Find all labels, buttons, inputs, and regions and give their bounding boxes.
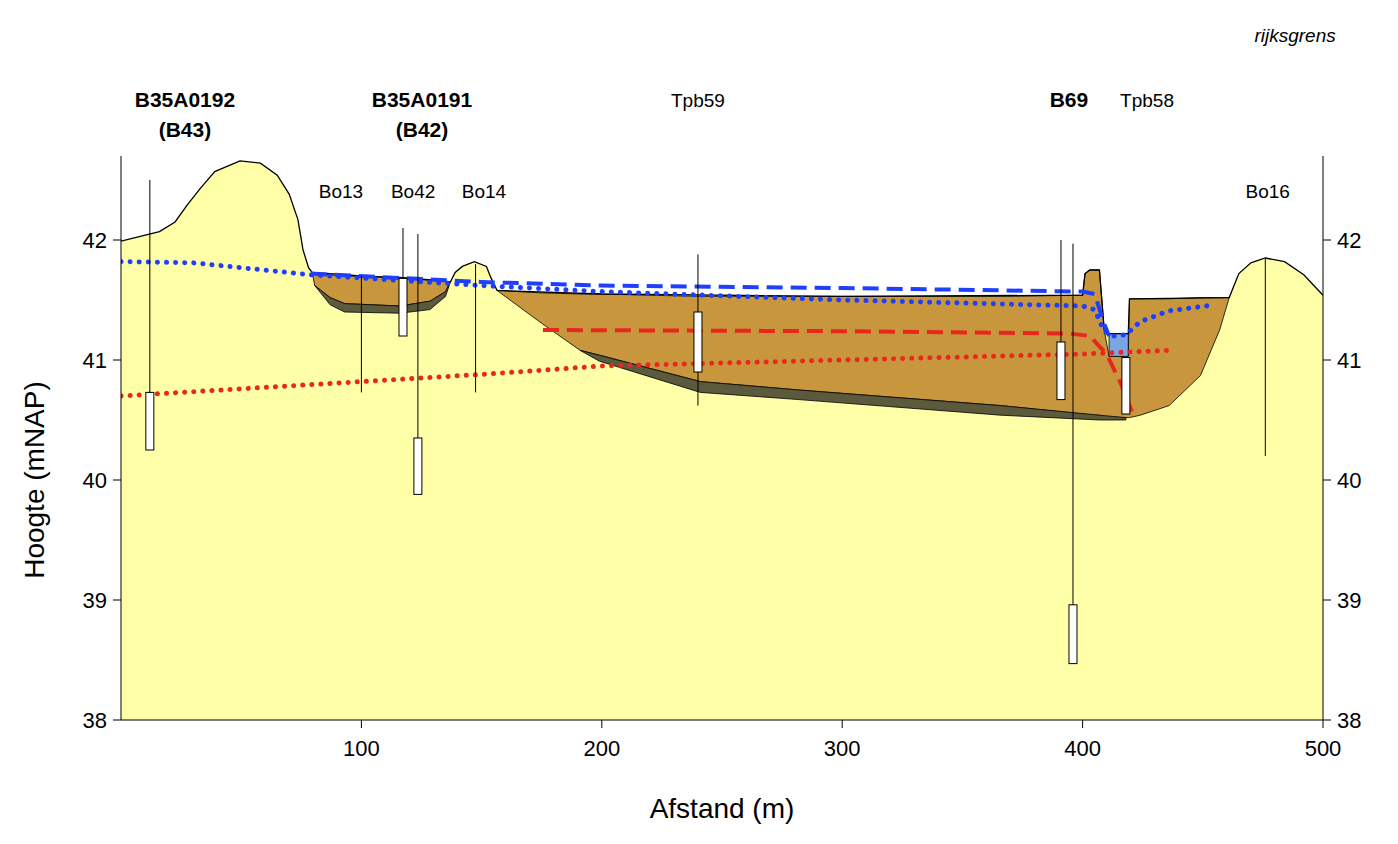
y-tick-label: 42: [83, 228, 107, 253]
y2-tick-label: 42: [1337, 228, 1361, 253]
well-label: B69: [1050, 88, 1089, 111]
x-tick-label: 400: [1064, 736, 1101, 761]
y-tick: [113, 480, 121, 481]
filter-screen: [399, 278, 407, 336]
x-tick: [1082, 720, 1083, 728]
annotation: Tpb58: [1120, 90, 1174, 111]
x-tick: [842, 720, 843, 728]
level-line: [543, 330, 1132, 412]
ground-area: [121, 161, 1323, 720]
x-axis-title: Afstand (m): [650, 793, 795, 824]
borehole: [475, 264, 476, 392]
marks: [121, 161, 1323, 720]
y-tick-label: 40: [83, 468, 107, 493]
y2-tick-label: 38: [1337, 708, 1361, 733]
level-line: [121, 262, 1215, 336]
y-tick: [113, 240, 121, 241]
x-tick-label: 200: [583, 736, 620, 761]
y-tick: [113, 360, 121, 361]
x-tick-label: 500: [1305, 736, 1342, 761]
x-tick-label: 100: [343, 736, 380, 761]
y-tick: [113, 600, 121, 601]
y2-tick: [1323, 480, 1331, 481]
filter-screen: [1069, 605, 1077, 664]
y-tick-label: 41: [83, 348, 107, 373]
layer-band: [580, 350, 1126, 420]
well-label: B35A0191: [372, 88, 473, 111]
borehole: [361, 276, 362, 392]
well-label: (B43): [159, 118, 212, 141]
y-axis-title: Hoogte (mNAP): [19, 381, 50, 579]
filter-screen: [1057, 342, 1065, 400]
y2-tick: [1323, 240, 1331, 241]
y-tick-label: 39: [83, 588, 107, 613]
x-axis-line: [121, 720, 1323, 721]
x-tick: [1323, 720, 1324, 728]
annotation: Bo13: [319, 181, 363, 202]
filter-screen: [146, 392, 154, 450]
ground-line: [121, 161, 1323, 334]
borehole: [1265, 258, 1266, 456]
axes: 100 200 300 400 500 38 39 40 41 42 38 39 40 41 42: [83, 156, 1362, 761]
borehole: [1072, 244, 1073, 664]
annotation: Bo16: [1246, 181, 1290, 202]
layer-band: [315, 282, 451, 313]
well-label: B35A0192: [135, 88, 235, 111]
y2-tick-label: 40: [1337, 468, 1361, 493]
x-tick: [361, 720, 362, 728]
y-axis-line: [121, 156, 122, 720]
y2-axis-line: [1323, 156, 1324, 720]
y2-tick: [1323, 600, 1331, 601]
x-tick: [601, 720, 602, 728]
filter-screen: [1122, 358, 1130, 414]
x-tick-label: 300: [824, 736, 861, 761]
border-label: rijksgrens: [1254, 25, 1336, 46]
filter-screen: [414, 438, 422, 494]
level-line: [311, 274, 1109, 336]
y2-tick-label: 41: [1337, 348, 1361, 373]
annotation: Tpb59: [671, 90, 725, 111]
y-tick-label: 38: [83, 708, 107, 733]
chart: 100 200 300 400 500 38 39 40 41 42 38 39 40 41 42 Afsta…: [0, 0, 1398, 844]
well-label: (B42): [396, 118, 449, 141]
y2-tick: [1323, 720, 1331, 721]
y2-tick-label: 39: [1337, 588, 1361, 613]
labels: B35A0192 (B43) B35A0191 (B42) B69 Tpb59 Tpb58 B…: [135, 25, 1337, 202]
annotation: Bo42: [391, 181, 435, 202]
filter-screen: [694, 312, 702, 372]
y2-tick: [1323, 360, 1331, 361]
y-tick: [113, 720, 121, 721]
level-line: [121, 350, 1167, 396]
annotation: Bo14: [462, 181, 507, 202]
